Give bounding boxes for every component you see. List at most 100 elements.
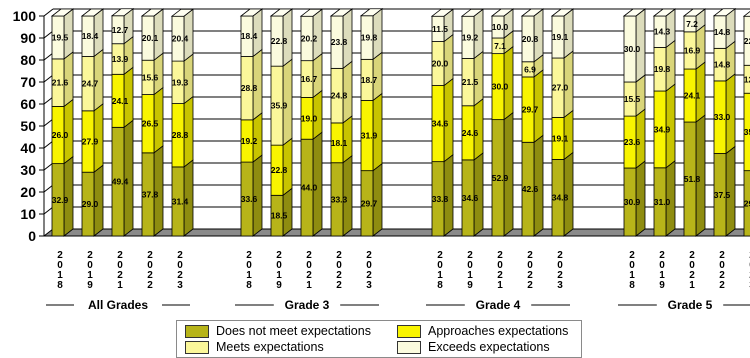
bar-segment bbox=[460, 8, 485, 60]
bar-front bbox=[743, 170, 750, 237]
legend-item-exceeds: Exceeds expectations bbox=[397, 340, 550, 354]
x-tick-label-char: 2 bbox=[147, 250, 153, 261]
data-label: 21.6 bbox=[52, 78, 69, 88]
gridline-depth bbox=[43, 74, 54, 83]
bar-top bbox=[140, 8, 165, 17]
bar-segment bbox=[360, 51, 383, 102]
data-label: 26.5 bbox=[142, 119, 159, 129]
gridline-depth bbox=[43, 206, 54, 215]
data-label: 19.2 bbox=[462, 32, 479, 42]
bar-segment bbox=[330, 60, 353, 124]
bar-segment bbox=[682, 8, 707, 33]
x-tick-label-char: 2 bbox=[629, 250, 635, 261]
data-label: 37.5 bbox=[714, 190, 731, 200]
bar-segment bbox=[653, 83, 676, 169]
bar-segment bbox=[653, 39, 676, 92]
x-tick-label-char: 1 bbox=[276, 270, 282, 281]
bar-top bbox=[742, 11, 750, 17]
data-label: 18.1 bbox=[331, 138, 348, 148]
x-tick-label-char: 2 bbox=[689, 270, 695, 281]
bar-segment bbox=[490, 8, 515, 39]
bar-segment bbox=[81, 103, 104, 174]
x-tick-label-char: 2 bbox=[719, 270, 725, 281]
data-label: 15.6 bbox=[142, 72, 159, 82]
data-label: 22.8 bbox=[271, 165, 288, 175]
bar-segment bbox=[51, 51, 74, 108]
data-label: 19.3 bbox=[172, 77, 189, 87]
legend-swatch-meets bbox=[185, 340, 209, 354]
bar-front bbox=[743, 15, 750, 66]
bar-top bbox=[652, 8, 677, 17]
data-label: 22.3 bbox=[744, 36, 750, 46]
legend-label-exceeds: Exceeds expectations bbox=[428, 340, 550, 354]
data-label: 20.1 bbox=[142, 33, 159, 43]
bar-segment bbox=[171, 95, 194, 168]
y-tick-label: 60 bbox=[20, 96, 36, 112]
y-tick-label: 50 bbox=[20, 118, 36, 134]
legend-swatch-exceeds bbox=[397, 340, 421, 354]
x-tick-label-char: 2 bbox=[527, 280, 533, 291]
data-label: 24.8 bbox=[331, 91, 348, 101]
bar-segment bbox=[431, 33, 454, 87]
data-label: 19.1 bbox=[552, 133, 569, 143]
gridline-depth bbox=[43, 140, 54, 149]
data-label: 34.8 bbox=[552, 193, 569, 203]
data-label: 23.8 bbox=[331, 37, 348, 47]
x-tick-label-char: 0 bbox=[336, 260, 342, 271]
bar-segment bbox=[742, 11, 750, 66]
data-label: 19.5 bbox=[52, 32, 69, 42]
legend-swatch-approaches bbox=[397, 324, 421, 338]
bar-segment bbox=[51, 155, 74, 237]
legend-label-meets: Meets expectations bbox=[216, 340, 324, 354]
x-tick-label-char: 9 bbox=[87, 280, 93, 291]
x-tick-label-char: 2 bbox=[366, 250, 372, 261]
bar-segment bbox=[81, 164, 104, 237]
x-tick-label-char: 8 bbox=[246, 280, 252, 291]
x-tick-label-char: 1 bbox=[689, 280, 695, 291]
y-tick-label: 10 bbox=[20, 206, 36, 222]
bar-segment bbox=[461, 50, 484, 107]
bar-segment bbox=[520, 8, 545, 63]
bar-top bbox=[712, 8, 737, 17]
x-tick-label-char: 0 bbox=[467, 260, 473, 271]
data-label: 20.2 bbox=[301, 33, 318, 43]
data-label: 31.9 bbox=[361, 131, 378, 141]
x-tick-label-char: 2 bbox=[497, 270, 503, 281]
x-tick-label-char: 8 bbox=[629, 280, 635, 291]
data-label: 20.4 bbox=[172, 34, 189, 44]
bar-segment bbox=[713, 145, 736, 237]
x-tick-label-char: 2 bbox=[366, 270, 372, 281]
y-tick-label: 80 bbox=[20, 52, 36, 68]
x-tick-label-char: 0 bbox=[659, 260, 665, 271]
bar-front bbox=[743, 92, 750, 172]
bar-segment bbox=[170, 8, 195, 62]
bar-segment bbox=[713, 73, 736, 155]
group-label: Grade 5 bbox=[668, 298, 713, 312]
x-tick-label-char: 0 bbox=[246, 260, 252, 271]
y-tick-label: 0 bbox=[28, 228, 36, 244]
bar-segment bbox=[743, 170, 750, 237]
bar-segment bbox=[329, 8, 354, 70]
x-tick-label-char: 0 bbox=[527, 260, 533, 271]
x-tick-label-char: 2 bbox=[177, 270, 183, 281]
bar-top bbox=[682, 8, 707, 17]
data-label: 26.0 bbox=[52, 130, 69, 140]
bar-segment bbox=[299, 8, 324, 62]
data-label: 18.7 bbox=[361, 75, 378, 85]
gridline-depth bbox=[43, 96, 54, 105]
data-label: 7.2 bbox=[686, 19, 698, 29]
x-tick-label-char: 2 bbox=[527, 270, 533, 281]
data-label: 33.0 bbox=[714, 112, 731, 122]
data-label: 18.4 bbox=[82, 31, 99, 41]
bar-segment bbox=[551, 50, 574, 119]
x-tick-label-char: 0 bbox=[366, 260, 372, 271]
x-tick-label-char: 9 bbox=[467, 280, 473, 291]
x-tick-label-char: 2 bbox=[276, 250, 282, 261]
data-label: 19.2 bbox=[241, 136, 258, 146]
bar-segment bbox=[141, 52, 164, 96]
x-tick-label-char: 0 bbox=[557, 260, 563, 271]
x-tick-label-char: 2 bbox=[719, 250, 725, 261]
bar-segment bbox=[300, 89, 323, 141]
x-tick-label-char: 2 bbox=[147, 270, 153, 281]
bar-top bbox=[520, 8, 545, 17]
